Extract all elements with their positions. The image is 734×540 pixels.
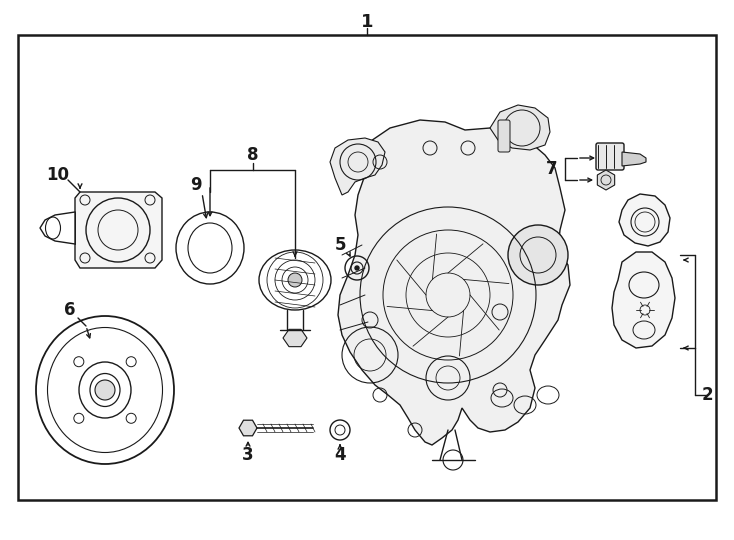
Polygon shape: [283, 329, 307, 347]
Text: 10: 10: [46, 166, 70, 184]
Circle shape: [95, 380, 115, 400]
Text: 9: 9: [190, 176, 202, 194]
Polygon shape: [239, 420, 257, 436]
Circle shape: [288, 273, 302, 287]
FancyBboxPatch shape: [596, 143, 624, 170]
Polygon shape: [597, 170, 614, 190]
Polygon shape: [75, 192, 162, 268]
Polygon shape: [330, 138, 385, 195]
Text: 1: 1: [360, 13, 374, 31]
Text: 6: 6: [65, 301, 76, 319]
Text: 3: 3: [242, 446, 254, 464]
Circle shape: [508, 225, 568, 285]
Text: 5: 5: [334, 236, 346, 254]
Polygon shape: [622, 152, 646, 166]
Polygon shape: [338, 120, 570, 445]
FancyBboxPatch shape: [498, 120, 510, 152]
Text: 8: 8: [247, 146, 259, 164]
Bar: [18, 35, 716, 500]
Circle shape: [355, 266, 359, 270]
Text: 2: 2: [701, 386, 713, 404]
Polygon shape: [619, 194, 670, 246]
Polygon shape: [612, 252, 675, 348]
Text: 7: 7: [546, 160, 558, 178]
Polygon shape: [490, 105, 550, 150]
Text: 4: 4: [334, 446, 346, 464]
